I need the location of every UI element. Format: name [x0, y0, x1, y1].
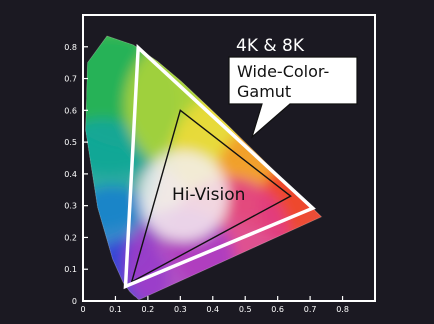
x-axis-ticks: 0 0.1 0.2 0.3 0.4 0.5 0.6 0.7 0.8	[80, 296, 349, 314]
wide-color-gamut-triangle	[123, 43, 316, 290]
callout-title: 4K & 8K	[236, 36, 305, 56]
x-tick-label: 0.3	[174, 305, 187, 314]
x-tick-label: 0.4	[206, 305, 219, 314]
y-tick-label: 0.4	[64, 170, 77, 179]
y-tick-label: 0.5	[64, 138, 77, 147]
callout-line-1: Wide-Color-	[237, 62, 329, 81]
callout-box	[228, 56, 358, 139]
y-tick-label: 0.2	[64, 233, 77, 242]
y-tick-label: 0.1	[64, 265, 77, 274]
y-axis-ticks: 0 0.1 0.2 0.3 0.4 0.5 0.6 0.7 0.8	[64, 43, 88, 306]
x-tick-label: 0.2	[142, 305, 155, 314]
locus-color-blob	[138, 151, 229, 242]
x-tick-label: 0.8	[336, 305, 349, 314]
x-tick-label: 0.6	[271, 305, 284, 314]
callout-line-2: Gamut	[237, 82, 291, 101]
hi-vision-label: Hi-Vision	[172, 185, 245, 205]
y-tick-label: 0.3	[64, 202, 77, 211]
x-tick-label: 0.1	[109, 305, 122, 314]
x-tick-label: 0	[80, 305, 85, 314]
y-tick-label: 0	[72, 297, 77, 306]
plot-frame	[82, 14, 376, 302]
hi-vision-gamut-triangle	[130, 109, 292, 284]
y-tick-label: 0.6	[64, 106, 77, 115]
y-tick-label: 0.7	[64, 75, 77, 84]
x-tick-label: 0.5	[239, 305, 252, 314]
y-tick-label: 0.8	[64, 43, 77, 52]
x-tick-label: 0.7	[304, 305, 317, 314]
wide-color-gamut-callout: 4K & 8K Wide-Color- Gamut	[228, 36, 358, 139]
